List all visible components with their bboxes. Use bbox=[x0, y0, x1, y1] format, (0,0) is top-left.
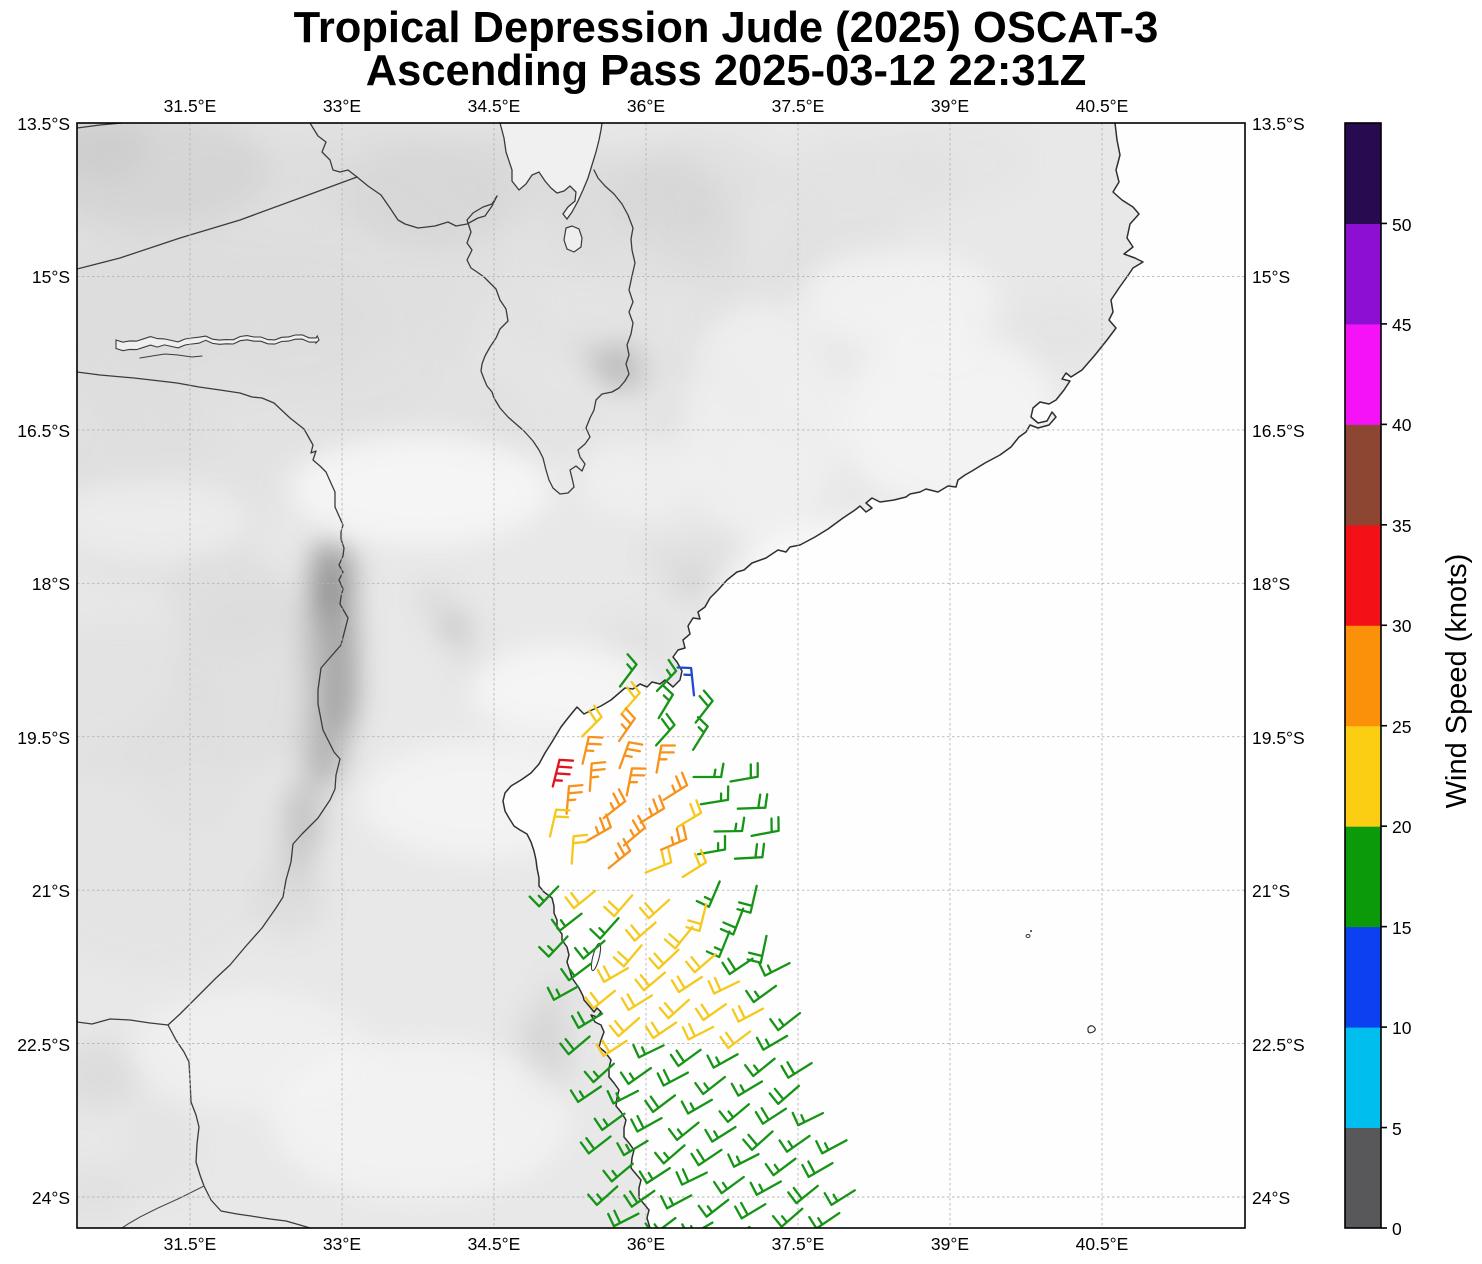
svg-text:Wind Speed (knots): Wind Speed (knots) bbox=[1441, 554, 1473, 809]
